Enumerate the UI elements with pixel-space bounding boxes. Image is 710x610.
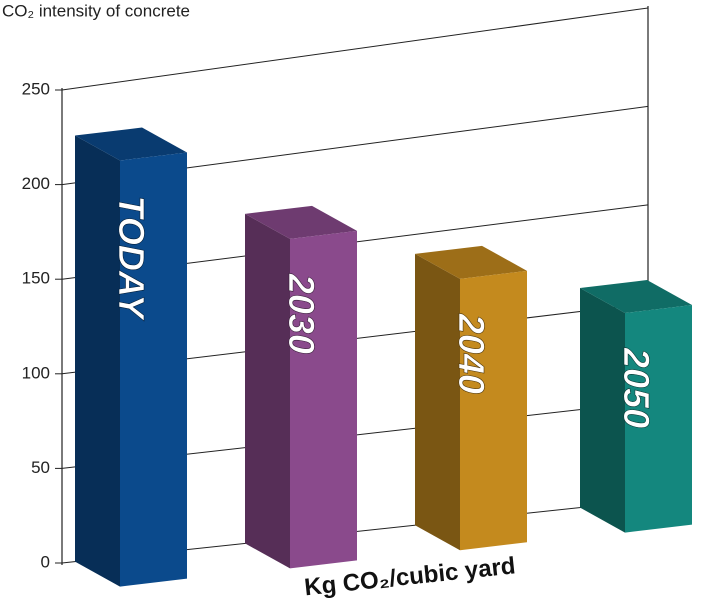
category-label: 2040: [451, 313, 492, 394]
bar: [245, 205, 357, 569]
y-tick-label: 100: [22, 363, 50, 382]
y-tick-label: 150: [22, 269, 50, 288]
y-tick-label: 200: [22, 174, 50, 193]
bar-top: [415, 245, 527, 279]
bar-top: [580, 280, 692, 314]
y-tick-label: 250: [22, 79, 50, 98]
category-label: TODAY: [111, 196, 152, 322]
category-label: 2050: [616, 347, 657, 428]
bar-side: [415, 253, 460, 551]
bar-side: [245, 213, 290, 569]
bar-front: [460, 270, 527, 551]
grid-line: [61, 7, 649, 91]
bar: [580, 280, 692, 533]
bar-front: [290, 230, 357, 569]
bar: [415, 245, 527, 551]
category-label: 2030: [281, 273, 322, 354]
bar-front: [120, 152, 187, 587]
bar-top: [75, 127, 187, 161]
chart-title: CO₂ intensity of concrete: [2, 1, 190, 20]
bar-side: [580, 288, 625, 533]
bar-side: [75, 135, 120, 587]
y-tick-label: 0: [41, 552, 50, 571]
bar: [75, 127, 187, 587]
bar-front: [625, 305, 692, 533]
y-tick-label: 50: [31, 458, 50, 477]
bar-top: [245, 205, 357, 239]
